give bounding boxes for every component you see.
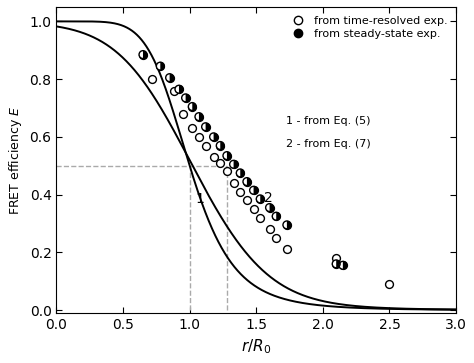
- Point: [250, 187, 257, 193]
- Point: [195, 114, 203, 119]
- Point: [256, 196, 264, 202]
- Point: [210, 134, 218, 140]
- Point: [202, 124, 210, 130]
- Point: [217, 143, 224, 148]
- Point: [273, 213, 280, 219]
- Point: [189, 103, 196, 109]
- Point: [243, 179, 251, 184]
- Point: [195, 114, 203, 119]
- Point: [189, 125, 196, 131]
- Point: [237, 170, 244, 176]
- Point: [195, 134, 203, 140]
- Text: 1 - from Eq. (5): 1 - from Eq. (5): [285, 116, 370, 126]
- Point: [273, 213, 280, 219]
- Point: [230, 162, 237, 167]
- Point: [179, 111, 187, 117]
- Point: [202, 124, 210, 130]
- Point: [332, 255, 340, 261]
- Point: [332, 261, 340, 267]
- Point: [256, 196, 264, 202]
- Point: [139, 52, 147, 57]
- Point: [189, 103, 196, 109]
- Point: [210, 134, 218, 140]
- Point: [182, 95, 190, 101]
- Point: [139, 52, 147, 57]
- Point: [256, 215, 264, 221]
- Point: [283, 222, 291, 228]
- Point: [223, 168, 231, 174]
- Point: [243, 179, 251, 184]
- Point: [266, 205, 273, 211]
- Point: [230, 162, 237, 167]
- X-axis label: $r/R_0$: $r/R_0$: [241, 337, 271, 356]
- Point: [256, 196, 264, 202]
- Point: [223, 153, 231, 159]
- Point: [283, 222, 291, 228]
- Point: [217, 160, 224, 166]
- Point: [210, 134, 218, 140]
- Point: [217, 143, 224, 148]
- Point: [202, 143, 210, 148]
- Text: 1: 1: [195, 192, 204, 206]
- Point: [283, 246, 291, 252]
- Point: [243, 179, 251, 184]
- Text: 2: 2: [264, 191, 273, 205]
- Point: [217, 143, 224, 148]
- Point: [210, 154, 218, 160]
- Point: [283, 222, 291, 228]
- Point: [189, 103, 196, 109]
- Point: [386, 281, 393, 287]
- Point: [166, 75, 173, 81]
- Point: [175, 86, 183, 92]
- Point: [156, 63, 164, 69]
- Point: [273, 213, 280, 219]
- Point: [273, 235, 280, 241]
- Point: [266, 205, 273, 211]
- Y-axis label: FRET efficiency $E$: FRET efficiency $E$: [7, 105, 24, 215]
- Point: [223, 153, 231, 159]
- Point: [175, 86, 183, 92]
- Point: [139, 52, 147, 57]
- Text: 2 - from Eq. (7): 2 - from Eq. (7): [285, 139, 370, 149]
- Point: [237, 170, 244, 176]
- Point: [339, 262, 346, 268]
- Point: [166, 75, 173, 81]
- Point: [170, 88, 177, 94]
- Point: [250, 187, 257, 193]
- Point: [250, 187, 257, 193]
- Point: [156, 63, 164, 69]
- Point: [148, 76, 156, 82]
- Point: [230, 180, 237, 186]
- Point: [266, 205, 273, 211]
- Legend: from time-resolved exp., from steady-state exp.: from time-resolved exp., from steady-sta…: [283, 12, 451, 42]
- Point: [195, 114, 203, 119]
- Point: [202, 124, 210, 130]
- Point: [230, 162, 237, 167]
- Point: [156, 63, 164, 69]
- Point: [243, 197, 251, 203]
- Point: [250, 206, 257, 212]
- Point: [332, 261, 340, 267]
- Point: [266, 226, 273, 232]
- Point: [237, 170, 244, 176]
- Point: [237, 189, 244, 195]
- Point: [166, 75, 173, 81]
- Point: [339, 262, 346, 268]
- Point: [182, 95, 190, 101]
- Point: [339, 262, 346, 268]
- Point: [223, 153, 231, 159]
- Point: [332, 261, 340, 267]
- Point: [175, 86, 183, 92]
- Point: [182, 95, 190, 101]
